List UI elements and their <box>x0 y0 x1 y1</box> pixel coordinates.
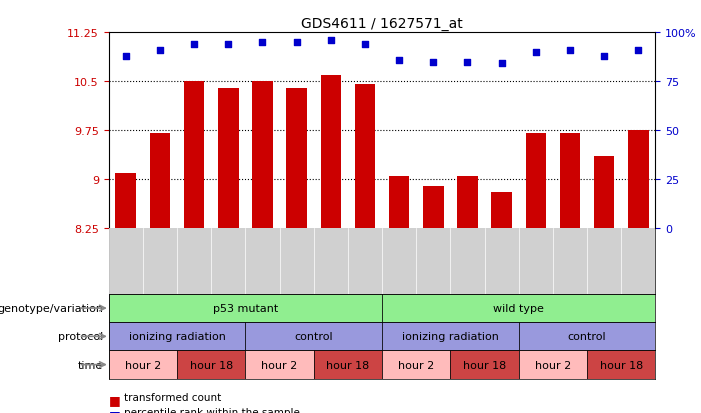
Point <box>154 47 165 54</box>
Text: hour 18: hour 18 <box>189 360 233 370</box>
Point <box>189 41 200 48</box>
Point <box>462 59 473 66</box>
Bar <box>320 76 341 228</box>
Bar <box>355 85 375 228</box>
Text: protocol: protocol <box>58 332 103 342</box>
Text: p53 mutant: p53 mutant <box>212 303 278 313</box>
Bar <box>314 351 382 379</box>
Bar <box>594 157 614 228</box>
Bar <box>287 88 307 228</box>
Bar <box>382 323 519 351</box>
Text: control: control <box>294 332 333 342</box>
Bar <box>457 176 478 228</box>
Bar <box>628 131 648 228</box>
Bar <box>423 186 444 228</box>
Point <box>393 57 404 64</box>
Point <box>325 38 336 44</box>
Bar <box>389 176 409 228</box>
Text: ionizing radiation: ionizing radiation <box>128 332 226 342</box>
Text: hour 18: hour 18 <box>463 360 506 370</box>
Bar <box>109 323 245 351</box>
Bar <box>519 323 655 351</box>
Text: control: control <box>568 332 606 342</box>
Bar <box>150 134 170 228</box>
Text: ionizing radiation: ionizing radiation <box>402 332 499 342</box>
Text: time: time <box>78 360 103 370</box>
Bar <box>252 82 273 228</box>
Bar <box>526 134 546 228</box>
Text: transformed count: transformed count <box>124 392 222 402</box>
Title: GDS4611 / 1627571_at: GDS4611 / 1627571_at <box>301 17 463 31</box>
Bar <box>382 294 655 323</box>
Text: hour 18: hour 18 <box>599 360 643 370</box>
Text: percentile rank within the sample: percentile rank within the sample <box>124 407 300 413</box>
Text: hour 2: hour 2 <box>535 360 571 370</box>
Text: ■: ■ <box>109 393 121 406</box>
Text: hour 18: hour 18 <box>326 360 369 370</box>
Text: hour 2: hour 2 <box>261 360 298 370</box>
Bar <box>109 294 382 323</box>
Bar <box>587 351 655 379</box>
Bar <box>491 192 512 228</box>
Bar <box>116 173 136 228</box>
Point <box>428 59 439 66</box>
Text: hour 2: hour 2 <box>398 360 435 370</box>
Bar <box>245 323 382 351</box>
Point <box>291 40 302 46</box>
Text: genotype/variation: genotype/variation <box>0 303 103 313</box>
Bar <box>184 82 205 228</box>
Text: ■: ■ <box>109 408 121 413</box>
Point <box>564 47 576 54</box>
Point <box>257 40 268 46</box>
Point <box>223 41 234 48</box>
Bar <box>245 351 314 379</box>
Point <box>530 49 541 56</box>
Bar <box>519 351 587 379</box>
Bar <box>109 351 177 379</box>
Bar <box>382 351 451 379</box>
Bar <box>560 134 580 228</box>
Bar <box>451 351 519 379</box>
Bar <box>218 88 238 228</box>
Text: wild type: wild type <box>494 303 544 313</box>
Point <box>360 41 371 48</box>
Point <box>633 47 644 54</box>
Text: hour 2: hour 2 <box>125 360 161 370</box>
Bar <box>177 351 245 379</box>
Point <box>599 53 610 60</box>
Point <box>120 53 131 60</box>
Point <box>496 61 508 68</box>
